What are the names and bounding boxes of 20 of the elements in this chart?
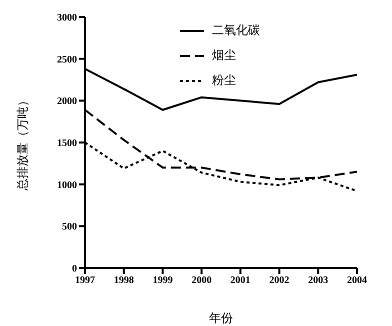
y-tick-label: 1000 [57, 180, 77, 191]
legend-label: 二氧化碳 [212, 22, 260, 39]
legend-label: 烟尘 [212, 47, 236, 64]
x-axis-title: 年份 [209, 311, 233, 325]
x-tick-label: 2001 [230, 275, 250, 286]
y-tick-label: 2000 [57, 96, 77, 108]
x-tick-label: 1997 [75, 275, 95, 286]
x-tick-label: 2000 [192, 275, 212, 286]
y-tick-label: 0 [72, 264, 77, 275]
x-tick-label: 1999 [152, 275, 173, 286]
x-tick-label: 2004 [347, 275, 367, 286]
y-tick-label: 500 [62, 222, 77, 233]
x-tick-label: 2003 [308, 275, 328, 286]
y-tick-label: 2500 [57, 54, 77, 66]
x-tick-label: 1998 [114, 275, 134, 286]
x-tick-label: 2002 [269, 275, 290, 286]
y-axis-title: 总排放量（万吨） [15, 94, 30, 192]
y-tick-label: 3000 [57, 12, 77, 24]
y-tick-label: 1500 [57, 138, 77, 150]
legend-label: 粉尘 [212, 72, 236, 89]
